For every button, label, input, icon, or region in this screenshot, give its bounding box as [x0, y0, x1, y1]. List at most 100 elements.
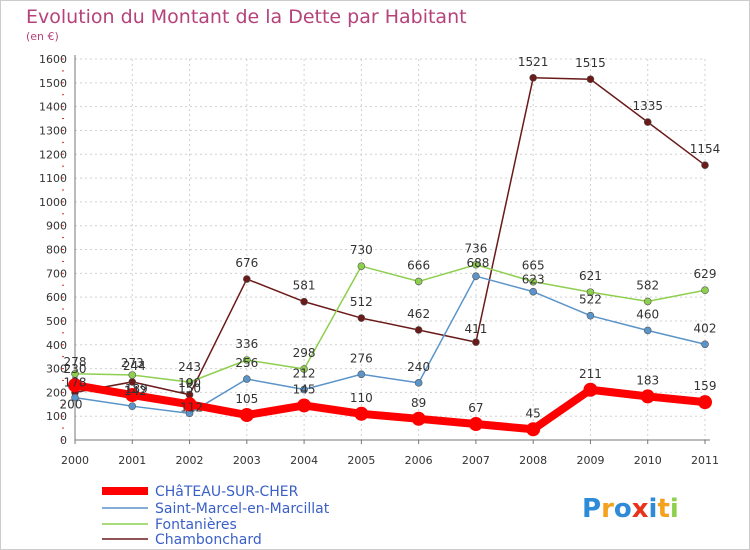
y-tick-label: 1500 — [39, 77, 67, 90]
data-point — [529, 74, 537, 82]
data-label: 45 — [526, 406, 541, 420]
x-tick-label: 2010 — [634, 454, 662, 467]
legend: CHâTEAU-SUR-CHERSaint-Marcel-en-Marcilla… — [102, 484, 330, 548]
data-label: 105 — [235, 392, 258, 406]
data-point — [701, 340, 709, 349]
data-point — [182, 397, 197, 412]
data-label: 676 — [235, 256, 258, 270]
data-label: 688 — [466, 256, 489, 270]
data-point — [239, 407, 254, 422]
legend-label: CHâTEAU-SUR-CHER — [155, 484, 299, 500]
data-point — [243, 356, 251, 364]
y-tick-label: 600 — [46, 291, 67, 304]
data-point — [71, 370, 79, 378]
data-point — [643, 118, 652, 126]
data-label: 512 — [350, 295, 373, 309]
legend-label: Fontanières — [155, 517, 237, 533]
data-label: 411 — [464, 322, 487, 336]
logo-letter: i — [670, 494, 679, 524]
data-label: 67 — [468, 401, 483, 415]
legend-label: Saint-Marcel-en-Marcillat — [155, 501, 330, 517]
data-point — [643, 326, 652, 335]
series-layer — [68, 74, 712, 437]
y-tick-label: 1400 — [39, 101, 67, 114]
data-label: 582 — [636, 278, 659, 292]
data-label: 460 — [636, 307, 659, 321]
y-tick-label: 500 — [46, 315, 67, 328]
data-label: 665 — [522, 259, 545, 273]
data-point — [643, 297, 652, 306]
logo-letter: o — [614, 494, 632, 524]
data-point — [472, 272, 480, 280]
data-point — [414, 326, 423, 334]
data-point — [472, 338, 480, 346]
data-point — [243, 375, 251, 383]
data-label: 278 — [64, 355, 87, 369]
data-point — [71, 393, 79, 402]
data-label: 212 — [293, 367, 316, 381]
data-point — [300, 385, 308, 394]
y-tick-label: 1000 — [39, 196, 67, 209]
data-point — [297, 398, 312, 413]
data-label: 522 — [579, 293, 602, 307]
data-label: 402 — [694, 321, 717, 335]
y-tick-label: 100 — [46, 410, 67, 423]
data-label: 256 — [235, 356, 258, 370]
y-tick-label: 1600 — [39, 53, 67, 66]
data-label: 1335 — [632, 99, 663, 113]
x-tick-label: 2008 — [519, 454, 547, 467]
data-label: 89 — [411, 396, 426, 410]
data-point — [583, 382, 598, 397]
x-tick-label: 2007 — [462, 454, 490, 467]
data-point — [68, 378, 82, 393]
data-label: 621 — [579, 269, 602, 283]
data-point — [586, 288, 595, 296]
chart-subtitle: (en €) — [26, 30, 59, 43]
data-point — [698, 395, 712, 410]
series-line-0 — [74, 278, 477, 396]
data-point — [125, 387, 140, 402]
data-point — [354, 406, 369, 421]
y-tick-label: 1300 — [39, 124, 67, 137]
data-label: 1154 — [690, 142, 721, 156]
legend-label: Chambonchard — [155, 532, 262, 548]
data-point — [526, 422, 541, 437]
data-label: 666 — [407, 258, 430, 272]
data-label: 462 — [407, 307, 430, 321]
data-point — [357, 370, 366, 379]
series-line-3 — [71, 381, 709, 434]
y-tick-label: 1100 — [39, 172, 67, 185]
logo-letter: t — [657, 494, 669, 524]
data-label: 159 — [694, 379, 717, 393]
data-point — [357, 314, 366, 322]
data-label: 736 — [464, 242, 487, 256]
data-label: 211 — [579, 367, 602, 381]
data-point — [357, 262, 366, 270]
y-tick-label: 900 — [46, 220, 67, 233]
data-point — [586, 311, 595, 320]
data-label: 112 — [180, 400, 203, 414]
data-point — [472, 260, 480, 269]
data-label: 183 — [636, 373, 659, 387]
y-tick-label: 400 — [46, 339, 67, 352]
x-tick-label: 2000 — [61, 454, 89, 467]
y-tick-label: 300 — [46, 363, 67, 376]
x-tick-label: 2009 — [576, 454, 604, 467]
proxiti-logo: Proxiti — [582, 494, 679, 524]
logo-letter: x — [632, 494, 649, 524]
data-point — [128, 371, 137, 379]
data-label: 150 — [178, 381, 201, 395]
data-label: 243 — [178, 360, 201, 374]
data-point — [701, 161, 709, 170]
data-point — [529, 287, 537, 296]
y-tick-label: 700 — [46, 267, 67, 280]
data-label: 276 — [350, 351, 373, 365]
data-point — [411, 411, 426, 426]
data-point — [300, 365, 308, 373]
data-point — [586, 75, 595, 84]
data-label: 244 — [123, 359, 146, 373]
data-point — [243, 275, 251, 283]
